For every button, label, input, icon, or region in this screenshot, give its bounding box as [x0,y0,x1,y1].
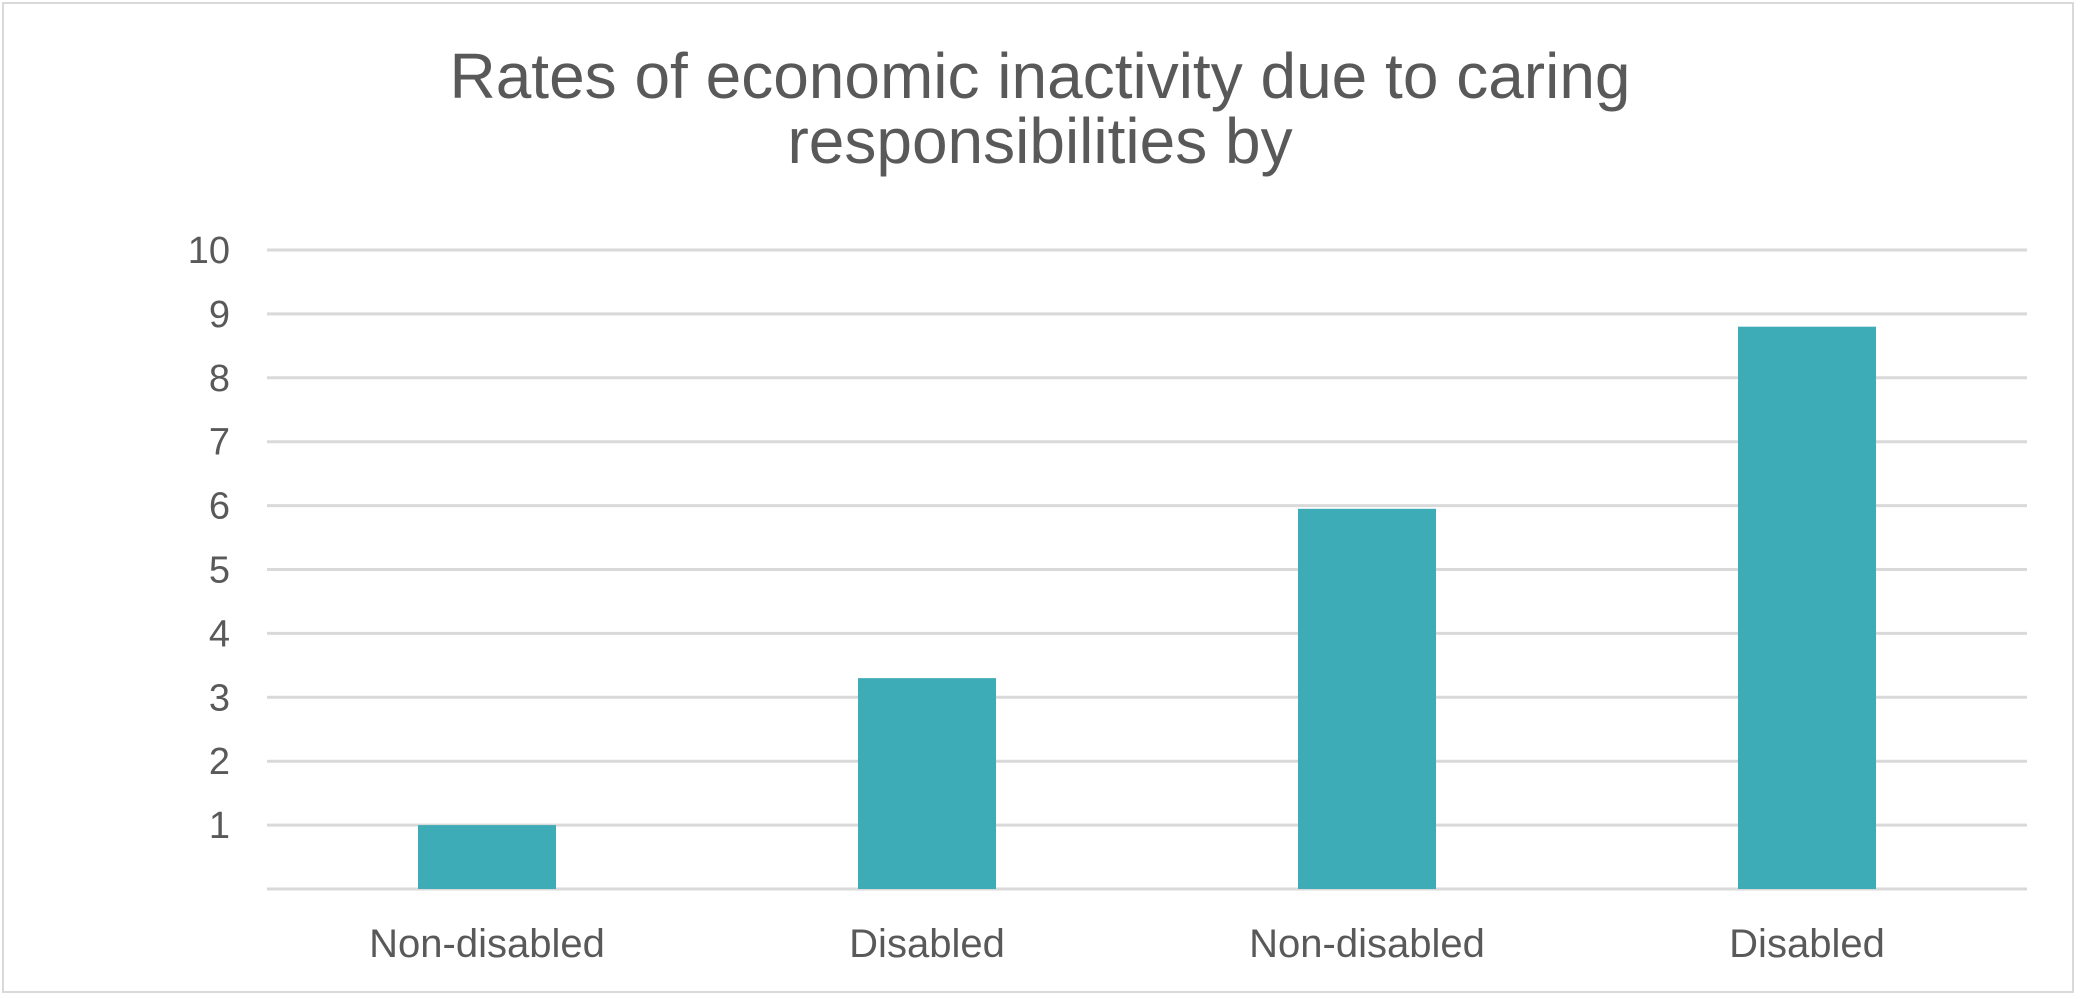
x-category-label: Non-disabled [1249,922,1485,966]
y-tick-label: 5 [209,550,230,592]
y-tick-label: 3 [209,677,230,719]
y-tick-label: 7 [209,422,230,464]
y-tick-label: 8 [209,358,230,400]
chart-title-line-1: Rates of economic inactivity due to cari… [449,40,1630,112]
y-tick-label: 1 [209,805,230,847]
y-tick-label: 4 [209,613,230,655]
x-category-label: Disabled [849,922,1005,966]
bars [418,326,1876,889]
bar [418,825,556,889]
x-category-label: Non-disabled [369,922,605,966]
bar [1298,508,1436,889]
x-category-label: Disabled [1729,922,1885,966]
y-axis-tick-labels: 1 2 3 4 5 6 7 8 9 10 [188,230,230,847]
chart-title-line-2: responsibilities by [787,105,1292,177]
x-axis-category-labels: Non-disabled Disabled Non-disabled Disabled [369,922,1885,966]
bar [1738,326,1876,889]
gridlines [267,248,2027,891]
y-tick-label: 10 [188,230,230,272]
y-tick-label: 2 [209,741,230,783]
bar [858,678,996,889]
y-tick-label: 6 [209,486,230,528]
y-tick-label: 9 [209,294,230,336]
